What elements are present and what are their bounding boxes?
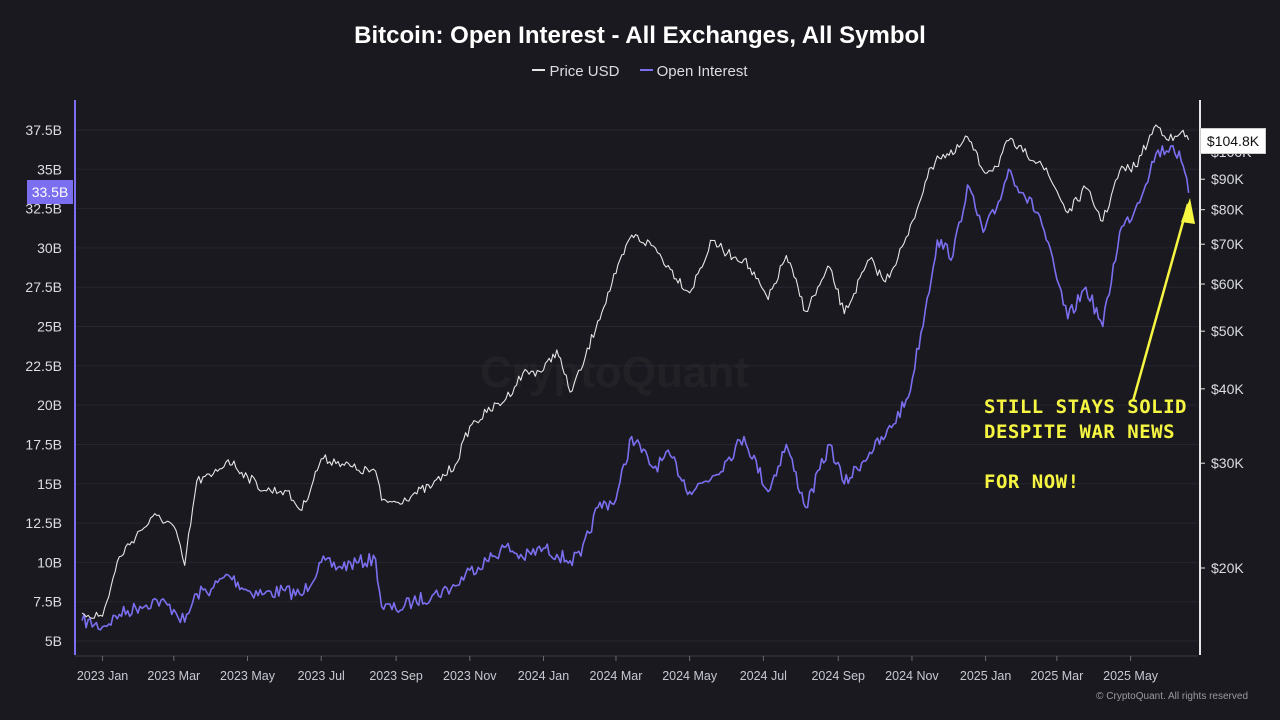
y-right-tick-label: $30K <box>1211 455 1244 471</box>
y-left-tick-label: 15B <box>37 476 62 492</box>
legend-item-price[interactable]: Price USD <box>532 63 619 80</box>
annotation-line-2: DESPITE WAR NEWS <box>984 421 1176 443</box>
legend-label-price: Price USD <box>549 63 620 80</box>
x-tick-label: 2025 Mar <box>1030 669 1083 683</box>
price-current-value-tag: $104.8K <box>1200 128 1266 154</box>
y-right-tick-label: $80K <box>1211 202 1244 218</box>
x-tick-label: 2023 Jul <box>298 669 345 683</box>
series-line-price <box>81 124 1190 619</box>
y-right-tick-label: $70K <box>1211 236 1244 252</box>
x-tick-label: 2024 May <box>662 669 718 683</box>
y-right-tick-label: $60K <box>1211 276 1244 292</box>
y-left-tick-label: 25B <box>37 319 62 335</box>
legend-swatch-open-interest <box>639 69 653 72</box>
annotation-line-3: FOR NOW! <box>984 471 1080 493</box>
annotation-line-1: STILL STAYS SOLID <box>984 396 1187 418</box>
y-left-tick-label: 7.5B <box>33 594 62 610</box>
copyright-text: © CryptoQuant. All rights reserved <box>1096 691 1248 702</box>
y-left-tick-label: 5B <box>45 633 62 649</box>
x-tick-label: 2023 Nov <box>443 669 497 683</box>
legend-label-open-interest: Open Interest <box>656 63 748 80</box>
y-left-tick-label: 35B <box>37 161 62 177</box>
y-left-tick-label: 20B <box>37 397 62 413</box>
x-tick-label: 2025 May <box>1103 669 1159 683</box>
x-tick-label: 2024 Jan <box>518 669 569 683</box>
y-left-tick-label: 30B <box>37 240 62 256</box>
y-right-tick-label: $50K <box>1211 323 1244 339</box>
y-left-tick-label: 12.5B <box>25 515 62 531</box>
x-tick-label: 2023 Jan <box>77 669 128 683</box>
legend-item-open-interest[interactable]: Open Interest <box>639 63 748 80</box>
y-left-tick-label: 10B <box>37 554 62 570</box>
legend-swatch-price <box>532 69 546 72</box>
y-left-tick-label: 32.5B <box>25 201 62 217</box>
annotation-arrow-shaft <box>1131 203 1190 402</box>
y-right-tick-label: $90K <box>1211 171 1244 187</box>
x-tick-label: 2023 Sep <box>369 669 423 683</box>
y-left-tick-label: 17.5B <box>25 436 62 452</box>
y-left-tick-label: 27.5B <box>25 279 62 295</box>
y-right-tick-label: $20K <box>1211 560 1244 576</box>
series-line-open-interest <box>81 144 1190 631</box>
y-right-tick-label: $40K <box>1211 381 1244 397</box>
x-tick-label: 2023 Mar <box>147 669 200 683</box>
oi-current-value-tag: 33.5B <box>27 180 73 204</box>
x-tick-label: 2023 May <box>220 669 276 683</box>
x-tick-label: 2024 Jul <box>740 669 787 683</box>
x-tick-label: 2024 Mar <box>590 669 643 683</box>
x-tick-label: 2024 Sep <box>811 669 865 683</box>
x-tick-label: 2025 Jan <box>960 669 1011 683</box>
x-tick-label: 2024 Nov <box>885 669 939 683</box>
y-left-tick-label: 22.5B <box>25 358 62 374</box>
annotation-arrow-head <box>1181 198 1195 224</box>
y-left-tick-label: 37.5B <box>25 122 62 138</box>
chart-title: Bitcoin: Open Interest - All Exchanges, … <box>354 22 926 49</box>
chart-legend: Price USD Open Interest <box>0 63 1280 80</box>
